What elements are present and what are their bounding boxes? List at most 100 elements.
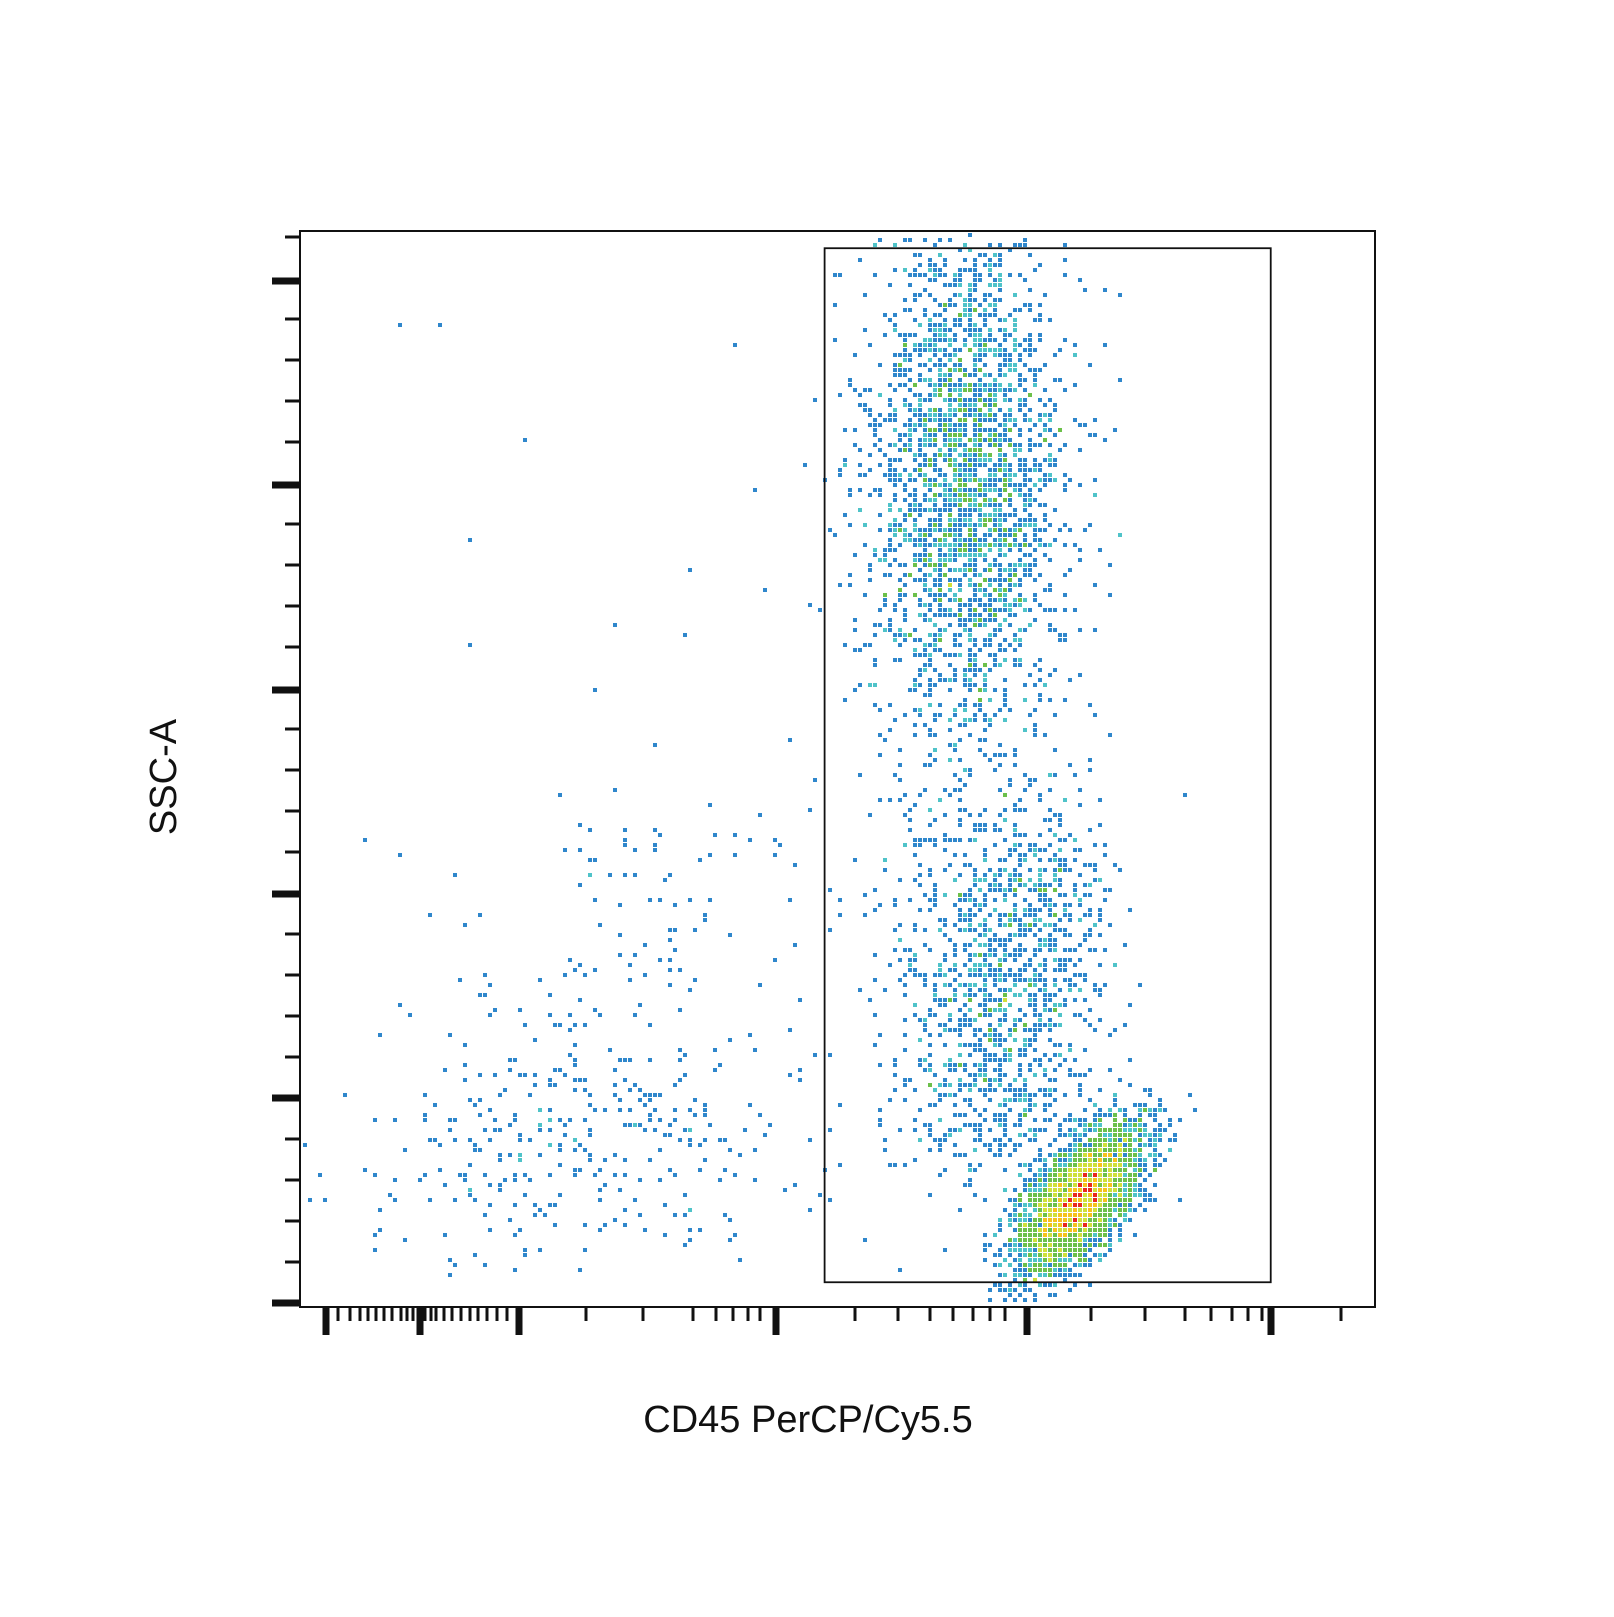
event-dot xyxy=(988,1288,992,1292)
event-dot xyxy=(1148,1193,1152,1197)
event-dot xyxy=(938,513,942,517)
event-dot xyxy=(1008,1223,1012,1227)
event-dot xyxy=(958,778,962,782)
event-dot xyxy=(1033,888,1037,892)
event-dot xyxy=(953,673,957,677)
event-dot xyxy=(578,1078,582,1082)
event-dot xyxy=(1043,1193,1047,1197)
event-dot xyxy=(1178,1118,1182,1122)
event-dot xyxy=(1073,1158,1077,1162)
event-dot xyxy=(1143,1168,1147,1172)
event-dot xyxy=(708,803,712,807)
event-dot xyxy=(593,1008,597,1012)
event-dot xyxy=(1138,1158,1142,1162)
event-dot xyxy=(973,498,977,502)
event-dot xyxy=(593,1108,597,1112)
event-dot xyxy=(1078,483,1082,487)
event-dot xyxy=(958,443,962,447)
event-dot xyxy=(1028,1103,1032,1107)
event-dot xyxy=(1038,1088,1042,1092)
event-dot xyxy=(1098,1223,1102,1227)
event-dot xyxy=(993,658,997,662)
event-dot xyxy=(1078,918,1082,922)
event-dot xyxy=(938,628,942,632)
event-dot xyxy=(923,458,927,462)
event-dot xyxy=(1003,458,1007,462)
event-dot xyxy=(1028,1198,1032,1202)
event-dot xyxy=(933,413,937,417)
event-dot xyxy=(1063,1268,1067,1272)
event-dot xyxy=(1018,933,1022,937)
event-dot xyxy=(1013,748,1017,752)
event-dot xyxy=(568,1013,572,1017)
event-dot xyxy=(1073,1173,1077,1177)
event-dot xyxy=(958,468,962,472)
event-dot xyxy=(1008,413,1012,417)
event-dot xyxy=(1053,478,1057,482)
event-dot xyxy=(983,343,987,347)
event-dot xyxy=(458,1173,462,1177)
event-dot xyxy=(638,1123,642,1127)
event-dot xyxy=(1048,443,1052,447)
event-dot xyxy=(1063,958,1067,962)
event-dot xyxy=(518,1073,522,1077)
event-dot xyxy=(1008,513,1012,517)
event-dot xyxy=(938,313,942,317)
event-dot xyxy=(1068,1158,1072,1162)
event-dot xyxy=(953,998,957,1002)
event-dot xyxy=(1058,858,1062,862)
event-dot xyxy=(1153,1163,1157,1167)
event-dot xyxy=(1043,903,1047,907)
event-dot xyxy=(553,1223,557,1227)
event-dot xyxy=(1063,1118,1067,1122)
event-dot xyxy=(923,978,927,982)
event-dot xyxy=(1013,343,1017,347)
event-dot xyxy=(1033,378,1037,382)
event-dot xyxy=(1038,873,1042,877)
event-dot xyxy=(978,623,982,627)
event-dot xyxy=(898,473,902,477)
event-dot xyxy=(928,618,932,622)
event-dot xyxy=(943,413,947,417)
event-dot xyxy=(1028,408,1032,412)
event-dot xyxy=(918,578,922,582)
event-dot xyxy=(908,388,912,392)
event-dot xyxy=(1168,1148,1172,1152)
event-dot xyxy=(1103,1143,1107,1147)
event-dot xyxy=(1073,1188,1077,1192)
event-dot xyxy=(1008,608,1012,612)
event-dot xyxy=(993,598,997,602)
event-dot xyxy=(1043,1003,1047,1007)
event-dot xyxy=(933,613,937,617)
event-dot xyxy=(953,348,957,352)
event-dot xyxy=(1028,878,1032,882)
event-dot xyxy=(943,283,947,287)
event-dot xyxy=(448,1128,452,1132)
event-dot xyxy=(858,773,862,777)
event-dot xyxy=(1008,543,1012,547)
event-dot xyxy=(1008,438,1012,442)
event-dot xyxy=(933,1088,937,1092)
event-dot xyxy=(1003,1103,1007,1107)
event-dot xyxy=(638,1088,642,1092)
event-dot xyxy=(913,348,917,352)
event-dot xyxy=(973,1018,977,1022)
event-dot xyxy=(693,1098,697,1102)
event-dot xyxy=(1023,413,1027,417)
event-dot xyxy=(958,368,962,372)
event-dot xyxy=(1003,488,1007,492)
event-dot xyxy=(943,958,947,962)
event-dot xyxy=(933,418,937,422)
event-dot xyxy=(1048,1168,1052,1172)
event-dot xyxy=(1058,428,1062,432)
event-dot xyxy=(998,438,1002,442)
event-dot xyxy=(1068,1148,1072,1152)
event-dot xyxy=(958,488,962,492)
event-dot xyxy=(1063,1148,1067,1152)
event-dot xyxy=(893,903,897,907)
event-dot xyxy=(1043,293,1047,297)
event-dot xyxy=(1033,973,1037,977)
event-dot xyxy=(1023,1248,1027,1252)
event-dot xyxy=(983,953,987,957)
event-dot xyxy=(1138,1153,1142,1157)
